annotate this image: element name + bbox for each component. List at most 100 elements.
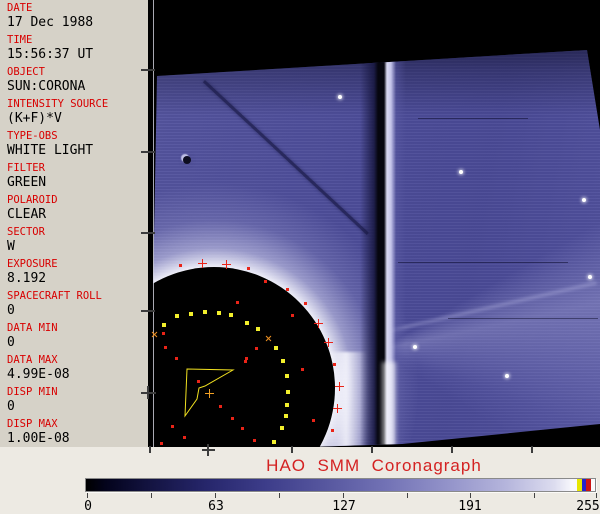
star-point [582,198,586,202]
red-fiducial-dot [312,419,315,422]
red-fiducial-dot [175,357,178,360]
field-label: INTENSITY SOURCE [7,98,109,110]
red-fiducial-dot [333,363,336,366]
yellow-fiducial-dot [285,374,289,378]
colorbar [85,478,596,492]
red-fiducial-dot [236,301,239,304]
bottom-axis-tick [371,446,373,453]
red-fiducial-dot [231,417,234,420]
bottom-axis-tick [451,446,453,453]
field-label: DATA MAX [7,354,58,366]
yellow-fiducial-dot [162,323,166,327]
yellow-fiducial-dot [284,414,288,418]
field-label: POLAROID [7,194,58,206]
metadata-field: OBJECT SUN:CORONA [0,64,148,96]
yellow-fiducial-dot [189,312,193,316]
field-value: 17 Dec 1988 [7,15,94,30]
yellow-fiducial-dot [245,321,249,325]
scratch-artifact [418,118,528,119]
red-fiducial-cross [335,382,344,391]
field-label: EXPOSURE [7,258,58,270]
red-fiducial-dot [247,267,250,270]
star-point [338,95,342,99]
metadata-field: SECTOR W [0,224,148,256]
yellow-region-outline [184,368,235,418]
field-value: WHITE LIGHT [7,143,94,158]
red-fiducial-dot [179,264,182,267]
field-label: DATE [7,2,33,14]
colorbar-tick [215,493,216,498]
left-axis-cross [147,386,149,399]
metadata-field: EXPOSURE 8.192 [0,256,148,288]
yellow-fiducial-dot [285,403,289,407]
field-value: CLEAR [7,207,47,222]
orange-cross-marker [205,389,214,398]
scratch-artifact [398,262,568,263]
red-fiducial-dot [304,302,307,305]
yellow-fiducial-dot [217,311,221,315]
field-value: 0 [7,303,15,318]
field-label: DISP MIN [7,386,58,398]
scratch-artifact [448,318,598,319]
red-fiducial-dot [241,427,244,430]
field-label: DISP MAX [7,418,58,430]
red-fiducial-cross [222,260,231,269]
yellow-fiducial-dot [272,440,276,444]
field-value: 15:56:37 UT [7,47,94,62]
colorbar-tick [279,493,280,498]
colorbar-tick [407,493,408,498]
left-axis-tick [141,69,155,71]
colorbar-tick [151,493,152,498]
colorbar-label: 191 [458,499,482,514]
colorbar-tick [470,493,471,498]
vertical-streak-artifact [360,50,406,447]
red-fiducial-cross [314,319,323,328]
colorbar-tick [534,493,535,498]
field-value: (K+F)*V [7,111,62,126]
field-value: 4.99E-08 [7,367,70,382]
colorbar-label: 127 [332,499,356,514]
bottom-axis-tick [531,446,533,453]
field-value: 0 [7,399,15,414]
field-label: DATA MIN [7,322,58,334]
field-label: TYPE-OBS [7,130,58,142]
field-value: 0 [7,335,15,350]
metadata-field: DATE 17 Dec 1988 [0,0,148,32]
left-axis-tick [141,310,155,312]
bottom-axis-cross [207,444,209,456]
colorbar-tick [596,493,597,498]
red-fiducial-dot [291,314,294,317]
red-fiducial-dot [301,368,304,371]
bottom-axis-tick [149,446,151,453]
red-fiducial-dot [286,288,289,291]
colorbar-tick [343,493,344,498]
orange-x-marker [265,335,272,342]
yellow-fiducial-dot [229,313,233,317]
field-value: W [7,239,15,254]
metadata-field: TIME 15:56:37 UT [0,32,148,64]
field-label: SECTOR [7,226,45,238]
yellow-fiducial-dot [203,310,207,314]
metadata-field: DATA MAX 4.99E-08 [0,352,148,384]
colorbar-tick [87,493,88,498]
yellow-fiducial-dot [280,426,284,430]
metadata-field: TYPE-OBS WHITE LIGHT [0,128,148,160]
red-fiducial-cross [198,259,207,268]
dust-spot [183,156,191,164]
star-point [413,345,417,349]
metadata-field: SPACECRAFT ROLL 0 [0,288,148,320]
image-title: HAO SMM Coronagraph [266,456,482,475]
red-fiducial-dot [253,439,256,442]
coronagraph-frame [150,50,600,447]
field-label: FILTER [7,162,45,174]
fiducial-overlay [184,368,235,418]
bottom-axis-tick [291,446,293,453]
red-fiducial-dot [219,405,222,408]
metadata-field: DISP MIN 0 [0,384,148,416]
red-fiducial-dot [162,332,165,335]
metadata-field: INTENSITY SOURCE (K+F)*V [0,96,148,128]
field-value: SUN:CORONA [7,79,86,94]
left-axis-tick [141,151,155,153]
red-fiducial-dot [264,280,267,283]
field-label: SPACECRAFT ROLL [7,290,102,302]
